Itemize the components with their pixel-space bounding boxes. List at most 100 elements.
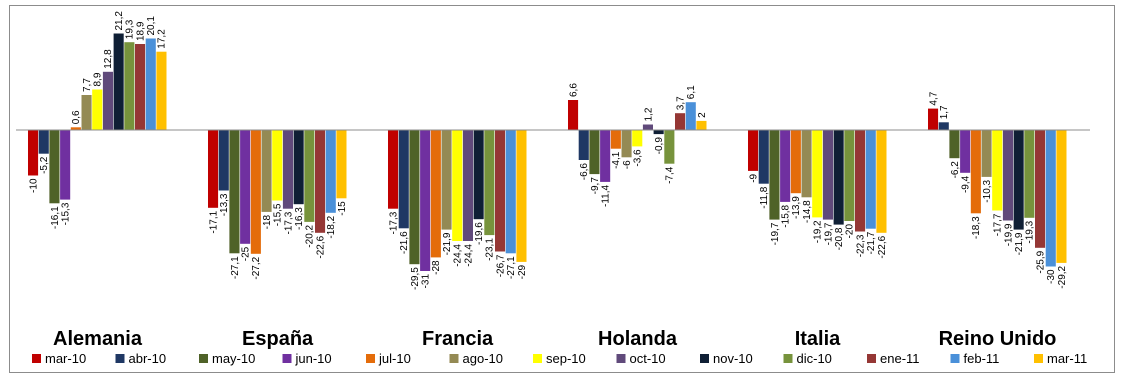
value-label: 20,1 bbox=[146, 16, 157, 36]
legend-label: abr-10 bbox=[129, 351, 167, 366]
value-label: 3,7 bbox=[675, 96, 686, 110]
value-label: -6,6 bbox=[579, 163, 590, 181]
value-label: -9,4 bbox=[961, 175, 972, 193]
value-label: -19,6 bbox=[474, 222, 485, 245]
bar-francia-dic-10 bbox=[484, 130, 495, 236]
legend-swatch bbox=[533, 354, 542, 363]
value-label: -9 bbox=[748, 173, 759, 182]
bar-reino-unido-oct-10 bbox=[1002, 130, 1013, 221]
bar-italia-ene-11 bbox=[855, 130, 866, 232]
value-label: -19,7 bbox=[823, 222, 834, 245]
legend-swatch bbox=[616, 354, 626, 363]
legend-item-oct-10: oct-10 bbox=[616, 351, 666, 366]
value-label: -11,8 bbox=[759, 186, 770, 208]
value-label: -19,2 bbox=[813, 220, 824, 243]
bar-reino-unido-mar-11 bbox=[1056, 130, 1067, 263]
value-label: 2 bbox=[697, 112, 708, 118]
value-label: -31 bbox=[421, 274, 432, 289]
bar-holanda-jul-10 bbox=[610, 130, 621, 149]
category-label-holanda: Holanda bbox=[598, 328, 678, 350]
bar-holanda-dic-10 bbox=[664, 130, 675, 164]
bar-españa-nov-10 bbox=[293, 130, 304, 205]
bar-italia-dic-10 bbox=[844, 130, 855, 221]
legend-label: jul-10 bbox=[378, 351, 411, 366]
bar-italia-jul-10 bbox=[790, 130, 801, 194]
value-label: 17,2 bbox=[157, 29, 168, 49]
legend-swatch bbox=[950, 354, 960, 363]
bar-chart: -10-5,2-16,1 -15,30,67,7 8,912,821,2 19,3 18… bbox=[16, 11, 1090, 366]
value-label: -0,9 bbox=[654, 137, 665, 155]
bar-francia-may-10 bbox=[409, 130, 420, 265]
value-label: 8,9 bbox=[93, 72, 104, 86]
category-label-españa: España bbox=[242, 328, 314, 350]
bar-españa-may-10 bbox=[229, 130, 240, 254]
value-label: -20 bbox=[845, 224, 856, 239]
bar-holanda-may-10 bbox=[589, 130, 600, 175]
legend-label: nov-10 bbox=[713, 351, 753, 366]
bar-reino-unido-may-10 bbox=[949, 130, 960, 159]
bar-holanda-sep-10 bbox=[632, 130, 643, 147]
value-label: -15,3 bbox=[60, 202, 71, 225]
category-label-alemania: Alemania bbox=[53, 328, 143, 350]
value-label: 6,1 bbox=[686, 85, 697, 99]
legend-item-may-10: may-10 bbox=[199, 351, 255, 366]
value-label: -22,6 bbox=[877, 235, 888, 258]
value-label: -19,3 bbox=[1025, 220, 1036, 243]
bar-holanda-ago-10 bbox=[621, 130, 632, 158]
legend-item-mar-10: mar-10 bbox=[32, 351, 86, 366]
bar-españa-jun-10 bbox=[240, 130, 251, 244]
value-label: 4,7 bbox=[928, 91, 939, 105]
value-label: -5,2 bbox=[39, 156, 50, 174]
bar-francia-ene-11 bbox=[495, 130, 506, 252]
bar-francia-ago-10 bbox=[441, 130, 452, 230]
legend-item-abr-10: abr-10 bbox=[115, 351, 167, 366]
legend-label: sep-10 bbox=[546, 351, 586, 366]
value-label: -15,5 bbox=[273, 203, 284, 226]
legend-swatch bbox=[115, 354, 125, 363]
bars-layer bbox=[28, 33, 1067, 271]
bar-italia-mar-11 bbox=[876, 130, 887, 233]
value-label: -21,9 bbox=[442, 232, 453, 255]
legend-item-dic-10: dic-10 bbox=[783, 351, 832, 366]
value-label: 7,7 bbox=[82, 78, 93, 92]
chart-frame: -10 -5,2 -16,1 -15,3 0,6 7,7 8,9 12,8 21,2 19,3 18… bbox=[9, 5, 1115, 373]
bar-reino-unido-mar-10 bbox=[928, 108, 939, 130]
value-label: 12,8 bbox=[103, 49, 114, 69]
value-label: -15,8 bbox=[781, 204, 792, 227]
bar-alemania-mar-10 bbox=[28, 130, 39, 176]
value-label: -21,9 bbox=[1014, 232, 1025, 255]
value-labels-layer: -10-5,2-16,1 -15,30,67,7 8,912,821,2 19,3 18… bbox=[28, 11, 1067, 290]
bar-españa-dic-10 bbox=[304, 130, 315, 222]
legend-label: mar-11 bbox=[1047, 351, 1087, 366]
value-label: -13,3 bbox=[219, 193, 230, 216]
value-label: -3,6 bbox=[633, 149, 644, 167]
value-label: -6 bbox=[622, 160, 633, 169]
legend-item-ago-10: ago-10 bbox=[449, 351, 503, 366]
value-label: -27,1 bbox=[506, 256, 517, 279]
bar-holanda-mar-11 bbox=[696, 120, 707, 130]
bar-holanda-jun-10 bbox=[600, 130, 611, 182]
legend-swatch bbox=[700, 354, 709, 363]
bar-reino-unido-ago-10 bbox=[981, 130, 992, 177]
value-label: -16,3 bbox=[294, 207, 305, 230]
bar-francia-mar-10 bbox=[388, 130, 399, 209]
value-label: -11,4 bbox=[601, 184, 612, 206]
legend-item-sep-10: sep-10 bbox=[533, 351, 586, 366]
bar-holanda-oct-10 bbox=[642, 124, 653, 130]
value-label: -4,1 bbox=[611, 151, 622, 169]
bar-italia-sep-10 bbox=[812, 130, 823, 218]
bar-alemania-jun-10 bbox=[60, 130, 71, 200]
bar-españa-jul-10 bbox=[250, 130, 261, 254]
value-label: -17,3 bbox=[388, 211, 399, 234]
bar-españa-feb-11 bbox=[325, 130, 336, 213]
value-label: -13,9 bbox=[791, 196, 802, 219]
bar-reino-unido-nov-10 bbox=[1013, 130, 1024, 230]
legend-label: feb-11 bbox=[964, 351, 1000, 366]
bar-francia-jul-10 bbox=[430, 130, 441, 258]
value-label: -18 bbox=[262, 214, 273, 229]
legend-swatch bbox=[867, 354, 876, 363]
value-label: -10,3 bbox=[982, 179, 993, 202]
legend-label: oct-10 bbox=[630, 351, 666, 366]
bar-alemania-dic-10 bbox=[124, 42, 135, 131]
legend-item-ene-11: ene-11 bbox=[867, 351, 920, 366]
